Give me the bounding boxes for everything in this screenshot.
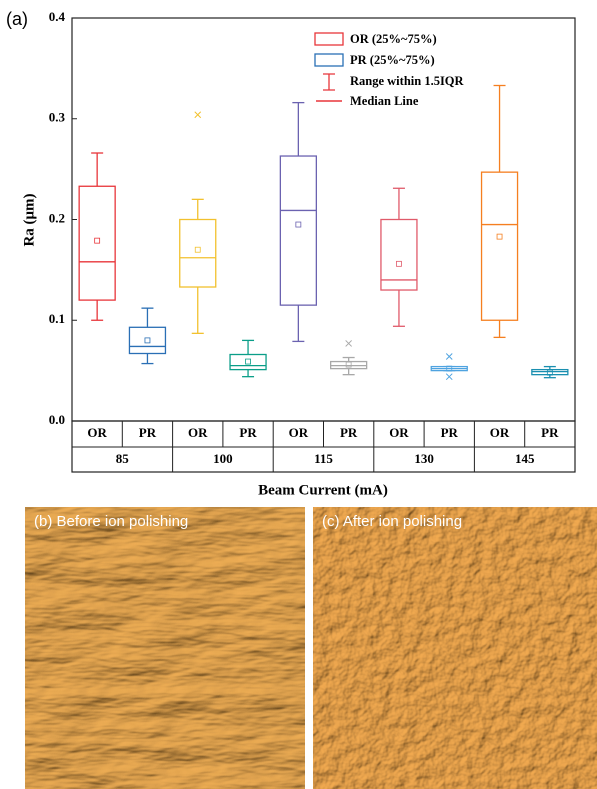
- x-axis-label: Beam Current (mA): [258, 482, 388, 498]
- legend-swatch: [323, 73, 335, 91]
- category-label: OR: [188, 425, 208, 440]
- mean-marker: [496, 233, 503, 240]
- mean-marker: [295, 221, 302, 228]
- mean-marker: [396, 260, 402, 267]
- category-label: OR: [87, 425, 107, 440]
- legend-label: Range within 1.5IQR: [350, 74, 465, 88]
- mean-marker: [194, 246, 201, 253]
- category-label: PR: [441, 425, 459, 440]
- group-label: 100: [213, 451, 233, 466]
- y-tick-label: 0.2: [49, 210, 65, 225]
- legend-label: Median Line: [350, 94, 419, 108]
- legend: OR (25%~75%) PR (25%~75%) Range within 1…: [314, 32, 465, 108]
- category-label: PR: [340, 425, 358, 440]
- outlier: [194, 111, 202, 119]
- mean-marker: [94, 237, 101, 244]
- box: [179, 218, 217, 288]
- group-label: 85: [116, 451, 130, 466]
- afm-image: [313, 507, 597, 789]
- category-label: PR: [139, 425, 157, 440]
- box: [380, 218, 418, 291]
- legend-label: PR (25%~75%): [350, 53, 435, 67]
- category-label: OR: [490, 425, 510, 440]
- box: [480, 171, 519, 321]
- box: [128, 326, 167, 355]
- mean-marker: [144, 337, 151, 344]
- category-label: OR: [289, 425, 309, 440]
- outlier: [345, 340, 353, 347]
- y-tick-label: 0.0: [49, 412, 65, 427]
- outlier: [445, 373, 453, 381]
- mean-marker: [345, 361, 352, 368]
- legend-label: OR (25%~75%): [350, 32, 437, 46]
- y-axis-label: Ra (μm): [21, 193, 37, 246]
- group-label: 130: [414, 451, 434, 466]
- outlier: [445, 353, 453, 360]
- y-tick-label: 0.1: [49, 311, 65, 326]
- mean-marker: [446, 365, 453, 372]
- y-tick-label: 0.4: [49, 9, 66, 24]
- category-label: OR: [389, 425, 409, 440]
- image-caption: (c) After ion polishing: [322, 513, 462, 530]
- mean-marker: [245, 358, 251, 365]
- category-label: PR: [541, 425, 559, 440]
- image-caption: (b) Before ion polishing: [34, 513, 188, 530]
- afm-panel-b: (b) Before ion polishing: [25, 507, 305, 789]
- legend-swatch: [314, 32, 344, 46]
- y-tick-label: 0.3: [49, 110, 66, 125]
- mean-marker: [546, 369, 553, 376]
- box: [279, 155, 318, 306]
- group-label: 145: [515, 451, 535, 466]
- category-label: PR: [239, 425, 257, 440]
- group-label: 115: [314, 451, 333, 466]
- panel-label: (a): [6, 9, 28, 29]
- box: [229, 353, 267, 371]
- legend-swatch: [314, 53, 344, 67]
- afm-image: [25, 507, 305, 789]
- afm-panel-c: (c) After ion polishing: [313, 507, 597, 789]
